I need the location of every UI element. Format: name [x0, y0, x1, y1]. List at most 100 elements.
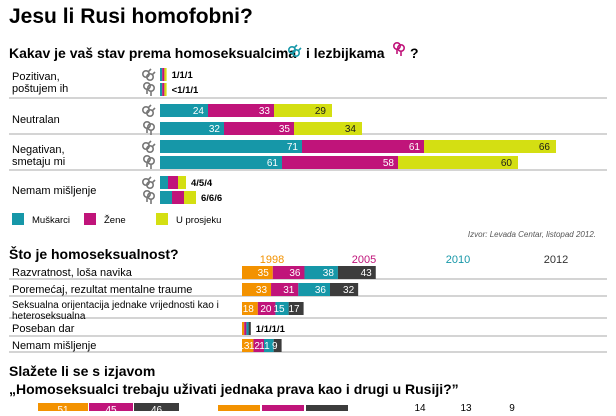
- legend-swatch: [84, 213, 96, 225]
- bar-value-label: 36: [315, 285, 327, 296]
- source-note: Izvor: Levada Centar, listopad 2012.: [468, 230, 596, 239]
- male-symbol-arrow: [151, 143, 156, 148]
- bar-segment: [272, 266, 305, 279]
- bar-value-label: 35: [279, 124, 291, 135]
- year-header: 2005: [352, 254, 376, 266]
- bar-segment: [242, 266, 273, 279]
- bar-value-label: 61: [409, 142, 421, 153]
- bar-segment: [160, 140, 302, 153]
- category-label: Pozitivan,: [12, 71, 60, 83]
- bar-segment: [398, 156, 518, 169]
- page-title: Jesu li Rusi homofobni?: [9, 5, 253, 28]
- male-symbol-arrow: [147, 104, 152, 109]
- bar-value-label: 20: [260, 304, 272, 315]
- bar-value-label: 58: [383, 158, 395, 169]
- chart1-title-part: i lezbijkama: [306, 45, 385, 61]
- bar-segment: [160, 104, 208, 117]
- bar-value-label: 9: [509, 403, 515, 411]
- row-value-label: 6/6/6: [201, 193, 222, 204]
- category-label: Nemam mišljenje: [12, 185, 96, 197]
- bar-segment: [264, 339, 274, 352]
- category-label: poštujem ih: [12, 83, 68, 95]
- bar-segment: [337, 266, 376, 279]
- homosexuality-definition-chart: Što je homoseksualnost? 1998 2005 2010 2012R…: [9, 245, 607, 353]
- bar-segment: [248, 322, 251, 335]
- bar-value-label: 38: [323, 268, 335, 279]
- bar-segment: [168, 176, 178, 189]
- bar-segment: [330, 283, 359, 296]
- chart1-title-end: ?: [410, 45, 419, 61]
- bar-segment: [424, 140, 556, 153]
- bar-value-label: 61: [267, 158, 279, 169]
- year-header: 2012: [544, 254, 568, 266]
- bar-segment: [244, 322, 247, 335]
- bar-segment: [218, 405, 260, 415]
- male-symbol-ring: [291, 48, 300, 57]
- bar-segment: [160, 83, 163, 96]
- bar-value-label: 14: [414, 403, 426, 411]
- male-couple-icon: [142, 176, 156, 190]
- bar-value-label: 60: [501, 158, 513, 169]
- legend-swatch: [156, 213, 168, 225]
- male-symbol-arrow: [151, 107, 156, 112]
- male-symbol-ring: [146, 145, 155, 154]
- male-couple-icon: [287, 44, 302, 57]
- category-label: Negativan,: [12, 144, 65, 156]
- chart3-subtitle: „Homoseksualci trebaju uživati jednaka p…: [9, 381, 459, 397]
- bar-value-label: 51: [57, 405, 69, 411]
- bar-segment: [164, 83, 167, 96]
- male-symbol-arrow: [151, 71, 156, 76]
- chart3-title: Slažete li se s izjavom: [9, 363, 155, 379]
- bar-value-label: 9: [272, 341, 278, 352]
- bar-value-label: 17: [288, 304, 300, 315]
- bar-value-label: 31: [283, 285, 295, 296]
- year-header: 2010: [446, 254, 470, 266]
- bar-segment: [273, 339, 282, 352]
- male-symbol-arrow: [147, 176, 152, 181]
- bar-segment: [302, 140, 424, 153]
- male-symbol-ring: [146, 73, 155, 82]
- bar-segment: [257, 302, 276, 315]
- bar-value-label: 36: [289, 268, 301, 279]
- bar-segment: [242, 283, 272, 296]
- bar-segment: [242, 322, 245, 335]
- category-label: smetaju mi: [12, 156, 65, 168]
- bar-segment: [271, 283, 299, 296]
- bar-segment: [306, 405, 348, 415]
- bar-value-label: 43: [361, 268, 373, 279]
- bar-segment: [304, 266, 338, 279]
- chart2-title: Što je homoseksualnost?: [9, 245, 179, 262]
- bar-value-label: 15: [274, 304, 286, 315]
- bar-segment: [160, 176, 168, 189]
- female-couple-icon: [392, 41, 405, 56]
- female-couple-icon: [143, 190, 156, 204]
- chart1-title: Kakav je vaš stav prema homoseksualcima: [9, 45, 296, 61]
- legend-label: Žene: [104, 215, 126, 226]
- bar-segment: [274, 104, 332, 117]
- bar-value-label: 18: [243, 304, 255, 315]
- bar-segment: [178, 176, 186, 189]
- row-value-label: 1/1/1/1: [256, 324, 286, 335]
- male-symbol-arrow: [151, 179, 156, 184]
- male-symbol-arrow: [147, 68, 152, 73]
- bar-value-label: 66: [539, 142, 551, 153]
- bar-segment: [160, 191, 172, 204]
- bar-segment: [253, 339, 264, 352]
- category-label: Razvratnost, loša navika: [12, 267, 133, 279]
- bar-value-label: 12: [249, 341, 261, 352]
- bar-segment: [160, 68, 163, 81]
- bar-value-label: 33: [259, 106, 271, 117]
- bar-segment: [275, 302, 289, 315]
- category-label: heteroseksualna: [12, 311, 86, 322]
- bar-segment: [224, 122, 294, 135]
- bar-segment: [242, 302, 258, 315]
- bar-value-label: 33: [256, 285, 268, 296]
- attitude-chart: Kakav je vaš stav prema homoseksualcima i…: [9, 41, 607, 239]
- bar-segment: [160, 156, 282, 169]
- bar-value-label: 35: [258, 268, 270, 279]
- bar-segment: [242, 339, 254, 352]
- male-symbol-ring: [146, 109, 155, 118]
- bar-value-label: 46: [151, 405, 163, 411]
- bar-value-label: 32: [343, 285, 355, 296]
